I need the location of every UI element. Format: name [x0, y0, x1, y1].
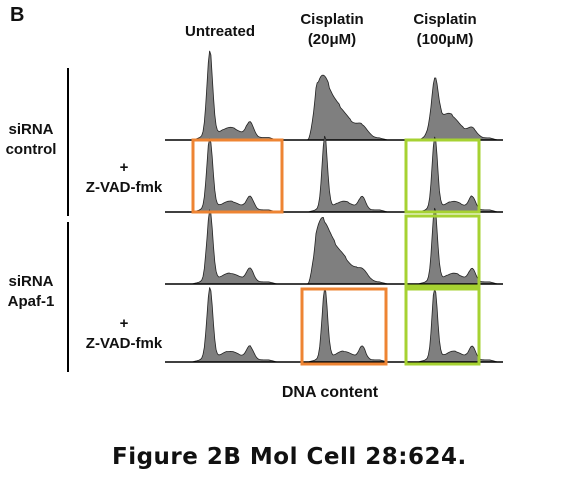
column-header-cisplatin-20-line1: Cisplatin	[300, 11, 364, 28]
highlight-box-untreated-zvad	[191, 138, 284, 214]
histogram-layer	[165, 50, 503, 363]
histogram-control-cis100	[393, 77, 503, 141]
row-label-sirna-control-line2: control	[5, 141, 57, 158]
row-label-zvad-1-text: Z-VAD-fmk	[85, 179, 163, 196]
histogram-apaf-untreated	[165, 208, 283, 285]
row-label-zvad-2: + Z-VAD-fmk	[70, 314, 178, 354]
highlight-box-cis100-apaf-zvad	[404, 287, 481, 366]
histogram-apaf-zvad-cis20	[283, 288, 393, 363]
histogram-apaf-cis20	[283, 216, 393, 285]
highlight-box-cis100-apaf	[404, 214, 481, 288]
histogram-control-zvad-cis100	[393, 136, 503, 213]
highlight-box-cis20-apaf-zvad	[300, 287, 388, 366]
row-label-zvad-1-plus: +	[119, 159, 129, 176]
histogram-control-untreated	[165, 50, 283, 141]
row-label-sirna-control-line1: siRNA	[8, 121, 54, 138]
panel-letter: B	[10, 4, 25, 26]
highlight-box-layer	[191, 138, 481, 366]
row-label-sirna-apaf-line2: Apaf-1	[7, 293, 55, 310]
column-header-cisplatin-100: Cisplatin (100μM)	[398, 10, 492, 50]
column-header-cisplatin-100-line2: (100μM)	[416, 31, 474, 48]
row-label-sirna-control: siRNA control	[0, 120, 62, 160]
row-label-sirna-apaf-line1: siRNA	[8, 273, 54, 290]
histogram-apaf-zvad-untreated	[165, 287, 283, 363]
histogram-apaf-cis100	[393, 207, 503, 285]
figure-caption: Figure 2B Mol Cell 28:624.	[112, 444, 467, 470]
column-header-cisplatin-20-line2: (20μM)	[307, 31, 357, 48]
histogram-control-zvad-untreated	[165, 137, 283, 213]
column-header-untreated-line1: Untreated	[184, 23, 255, 40]
row-label-zvad-2-text: Z-VAD-fmk	[85, 335, 163, 352]
row-label-zvad-2-plus: +	[119, 315, 129, 332]
row-label-zvad-1: + Z-VAD-fmk	[70, 158, 178, 198]
histogram-control-zvad-cis20	[283, 135, 393, 213]
highlight-box-cis100-control-zvad	[404, 138, 481, 214]
column-header-cisplatin-100-line1: Cisplatin	[413, 11, 477, 28]
histogram-apaf-zvad-cis100	[393, 287, 503, 363]
x-axis-label: DNA content	[281, 384, 379, 401]
histogram-control-cis20	[283, 74, 393, 141]
column-header-cisplatin-20: Cisplatin (20μM)	[286, 10, 378, 50]
column-header-untreated: Untreated	[172, 22, 268, 42]
row-label-sirna-apaf: siRNA Apaf-1	[0, 272, 62, 312]
